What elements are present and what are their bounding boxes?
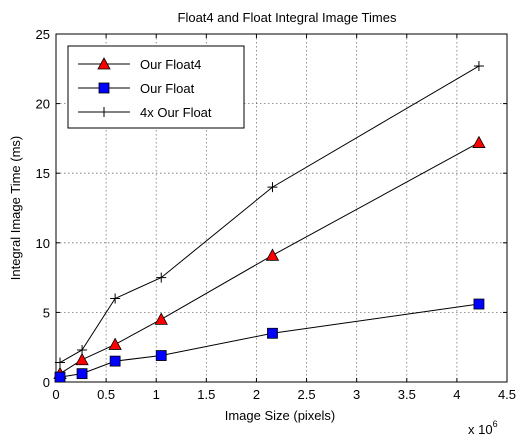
y-tick-label: 25 <box>36 27 50 42</box>
legend-box <box>67 45 245 129</box>
x-tick-label: 1 <box>153 387 160 402</box>
legend-label: Our Float <box>140 81 195 96</box>
legend-entry: Our Float4 <box>78 57 201 72</box>
data-point <box>473 61 484 72</box>
series-line <box>59 65 480 363</box>
data-point <box>77 344 88 355</box>
legend: Our Float4 Our Float 4x Our Float <box>67 45 245 129</box>
x-tick-label: 3.5 <box>398 387 416 402</box>
chart-title: Float4 and Float Integral Image Times <box>178 10 397 25</box>
data-point <box>472 135 486 148</box>
data-point <box>55 357 66 368</box>
data-point <box>156 272 167 283</box>
y-tick-label: 15 <box>36 166 50 181</box>
legend-label: Our Float4 <box>140 57 201 72</box>
legend-marker <box>98 82 110 94</box>
x-tick-label: 4 <box>453 387 460 402</box>
y-axis-label: Integral Image Time (ms) <box>8 136 23 281</box>
legend-label: 4x Our Float <box>140 105 212 120</box>
legend-entry: 4x Our Float <box>78 105 212 120</box>
data-point <box>155 350 167 361</box>
x-tick-label: 0.5 <box>97 387 115 402</box>
x-tick-label: 0 <box>52 387 59 402</box>
x-axis-multiplier: x 106 <box>468 419 498 437</box>
data-point <box>265 248 280 261</box>
data-point <box>110 293 121 304</box>
legend-marker <box>99 107 109 117</box>
series-layer <box>53 61 486 383</box>
data-point <box>54 371 66 383</box>
x-tick-label: 2.5 <box>298 387 316 402</box>
grid-layer <box>56 34 507 382</box>
legend-entry: Our Float <box>78 81 195 96</box>
x-tick-label: 2 <box>253 387 260 402</box>
data-point <box>267 182 278 193</box>
data-point <box>108 337 122 350</box>
x-tick-label: 4.5 <box>498 387 516 402</box>
data-point <box>75 352 89 366</box>
data-point <box>76 368 88 380</box>
data-point <box>109 355 121 367</box>
legend-marker <box>97 57 111 70</box>
y-tick-label: 5 <box>43 305 50 320</box>
plot-frame <box>55 33 508 383</box>
series-2 <box>55 61 484 368</box>
x-axis-multiplier-exponent: 6 <box>493 419 498 429</box>
tick-layer: 0 0.5 1 1.5 2 2.5 3 3.5 4 4.5 0 5 10 15 20 25 <box>36 27 517 402</box>
y-tick-label: 0 <box>43 375 50 390</box>
x-tick-label: 1.5 <box>197 387 215 402</box>
x-axis-label: Image Size (pixels) <box>225 408 336 423</box>
y-tick-label: 10 <box>36 236 50 251</box>
data-point <box>267 327 278 339</box>
series-1 <box>54 298 485 383</box>
y-tick-label: 20 <box>36 97 50 112</box>
x-axis-multiplier-base: x 10 <box>468 422 493 437</box>
x-tick-label: 3 <box>353 387 360 402</box>
data-point <box>154 312 168 325</box>
data-point <box>473 298 485 310</box>
